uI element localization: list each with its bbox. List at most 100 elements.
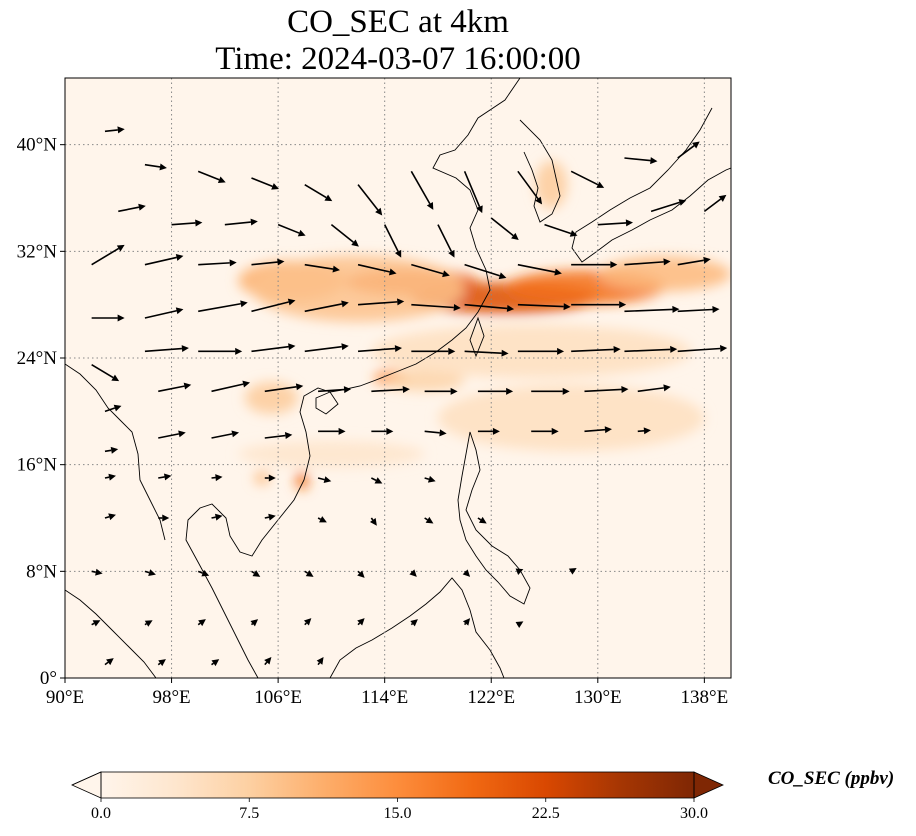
wind-arrow bbox=[250, 619, 259, 627]
lat-tick-label: 8°N bbox=[26, 561, 57, 582]
wind-arrow bbox=[211, 513, 223, 521]
colorbar-extend-min bbox=[71, 771, 102, 799]
wind-arrow bbox=[411, 347, 456, 355]
wind-arrow bbox=[330, 224, 359, 247]
wind-arrow bbox=[677, 256, 711, 266]
wind-arrow bbox=[304, 343, 349, 353]
wind-arrow bbox=[464, 303, 515, 312]
wind-arrow bbox=[624, 345, 678, 353]
wind-arrow bbox=[251, 298, 296, 313]
wind-arrow bbox=[477, 516, 487, 524]
borneo-coastline bbox=[329, 577, 505, 678]
wind-arrow bbox=[264, 656, 272, 666]
colorbar-tick-label: 7.5 bbox=[239, 805, 260, 822]
wind-arrow bbox=[104, 473, 116, 481]
wind-arrow bbox=[424, 429, 447, 437]
wind-arrow bbox=[410, 619, 418, 627]
lon-tick-label: 130°E bbox=[574, 687, 622, 708]
coastlines bbox=[65, 78, 731, 678]
colorbar-tick-label: 22.5 bbox=[531, 805, 560, 822]
lon-tick-label: 90°E bbox=[46, 687, 84, 708]
wind-arrow bbox=[251, 570, 261, 577]
wind-arrow bbox=[637, 384, 671, 393]
wind-arrow bbox=[371, 477, 383, 484]
lat-tick-label: 16°N bbox=[17, 455, 58, 476]
lon-tick-label: 122°E bbox=[467, 687, 515, 708]
colorbar-tick-label: 0.0 bbox=[91, 805, 111, 822]
wind-arrow bbox=[144, 620, 153, 627]
wind-arrow bbox=[264, 474, 276, 482]
co-plume bbox=[254, 471, 271, 485]
wind-arrow bbox=[197, 170, 226, 183]
map-title-line2: Time: 2024-03-07 16:00:00 bbox=[215, 41, 581, 77]
wind-arrow bbox=[462, 618, 471, 626]
wind-arrow bbox=[144, 307, 184, 319]
wind-arrow bbox=[211, 380, 251, 393]
wind-arrow bbox=[91, 568, 103, 576]
colorbar-frame-top-left bbox=[71, 771, 102, 786]
wind-arrow bbox=[584, 385, 629, 393]
wind-arrow bbox=[198, 347, 243, 355]
plot-frame bbox=[64, 77, 732, 679]
wind-arrow bbox=[357, 263, 397, 276]
korea-coastline bbox=[519, 119, 561, 223]
wind-arrow bbox=[571, 345, 621, 353]
lat-tick-label: 32°N bbox=[17, 241, 58, 262]
gridlines bbox=[65, 78, 731, 678]
wind-arrow bbox=[531, 387, 570, 395]
wind-arrow bbox=[570, 170, 605, 188]
wind-arrow bbox=[318, 386, 352, 394]
wind-arrow bbox=[91, 314, 125, 322]
wind-arrow bbox=[624, 258, 671, 266]
map-title-line1: CO_SEC at 4km bbox=[287, 4, 509, 40]
wind-arrow bbox=[198, 259, 237, 267]
wind-arrow bbox=[410, 170, 434, 210]
wind-arrow bbox=[251, 177, 279, 190]
wind-arrow bbox=[197, 569, 210, 577]
wind-arrow bbox=[144, 254, 184, 266]
wind-arrow bbox=[477, 427, 500, 435]
co-plume bbox=[244, 382, 299, 414]
wind-arrow bbox=[531, 427, 559, 435]
indochina-coastline bbox=[185, 387, 331, 678]
wind-arrow bbox=[568, 568, 577, 575]
wind-arrow bbox=[517, 170, 543, 205]
bay-of-bengal-coastline bbox=[65, 363, 166, 541]
lon-tick-label: 106°E bbox=[254, 687, 302, 708]
wind-arrow bbox=[118, 203, 146, 213]
co-plume bbox=[597, 256, 731, 292]
wind-arrow bbox=[424, 516, 434, 524]
wind-arrow bbox=[517, 303, 571, 311]
wind-arrow bbox=[357, 618, 365, 626]
wind-arrow bbox=[437, 224, 455, 258]
wind-arrow bbox=[464, 263, 507, 280]
wind-arrow bbox=[157, 659, 166, 667]
wind-arrow bbox=[464, 349, 509, 357]
axis-ticks: 90°E 98°E 106°E 114°E 122°E 130°E 138°E 0° 8°N 16… bbox=[17, 135, 729, 708]
wind-arrow bbox=[303, 618, 312, 626]
wind-arrow bbox=[144, 163, 167, 171]
china-coastline bbox=[329, 78, 521, 393]
lat-tick-label: 24°N bbox=[17, 348, 58, 369]
colorbar-tick-label: 30.0 bbox=[680, 805, 708, 822]
wind-arrow bbox=[624, 305, 680, 313]
philippines-coastline bbox=[457, 431, 531, 605]
lon-tick-label: 98°E bbox=[152, 687, 190, 708]
wind-arrow bbox=[264, 383, 304, 393]
wind-arrow bbox=[463, 171, 483, 214]
wind-arrow bbox=[144, 345, 189, 353]
co-plume bbox=[535, 160, 568, 209]
wind-arrow bbox=[462, 569, 471, 577]
wind-arrow bbox=[171, 219, 203, 227]
wind-arrow bbox=[650, 199, 687, 213]
wind-arrow bbox=[584, 426, 612, 434]
co-plume bbox=[238, 440, 425, 468]
wind-arrow bbox=[251, 258, 285, 266]
wind-arrow bbox=[357, 345, 403, 353]
colorbar bbox=[71, 771, 724, 802]
co-plume bbox=[295, 471, 309, 490]
wind-arrow bbox=[369, 517, 377, 526]
wind-arrow bbox=[677, 141, 700, 159]
wind-arrow bbox=[158, 430, 186, 439]
